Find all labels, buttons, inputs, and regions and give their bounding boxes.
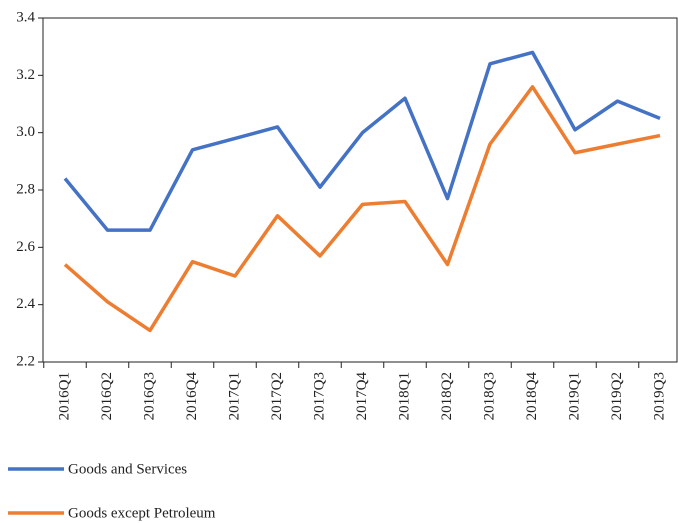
x-tick-label: 2018Q1 xyxy=(396,372,412,420)
y-tick-label: 3.4 xyxy=(16,9,35,25)
y-tick-label: 2.2 xyxy=(16,353,35,369)
y-tick-label: 2.6 xyxy=(16,239,35,255)
y-tick-label: 2.4 xyxy=(16,296,35,312)
x-tick-label: 2017Q1 xyxy=(226,372,242,420)
x-tick-label: 2016Q2 xyxy=(99,372,115,420)
y-tick-label: 2.8 xyxy=(16,181,35,197)
x-tick-label: 2017Q4 xyxy=(354,372,370,421)
x-tick-label: 2017Q2 xyxy=(269,372,285,420)
series-line xyxy=(63,50,661,232)
x-tick-label: 2018Q2 xyxy=(439,372,455,420)
x-tick-label: 2017Q3 xyxy=(311,372,327,420)
x-tick-label: 2019Q1 xyxy=(566,372,582,420)
y-tick-label: 3.2 xyxy=(16,67,35,83)
x-tick-label: 2019Q2 xyxy=(609,372,625,420)
x-tick-label: 2019Q3 xyxy=(651,372,667,420)
plot-frame xyxy=(42,17,678,363)
legend-label: Goods except Petroleum xyxy=(68,505,216,521)
x-tick-label: 2016Q1 xyxy=(56,372,72,420)
x-tick-label: 2016Q3 xyxy=(141,372,157,420)
series-line xyxy=(63,85,661,333)
x-tick-label: 2018Q4 xyxy=(524,372,540,421)
x-tick-label: 2016Q4 xyxy=(184,372,200,421)
y-tick-label: 3.0 xyxy=(16,124,35,140)
legend-label: Goods and Services xyxy=(68,461,187,477)
x-tick-label: 2018Q3 xyxy=(481,372,497,420)
